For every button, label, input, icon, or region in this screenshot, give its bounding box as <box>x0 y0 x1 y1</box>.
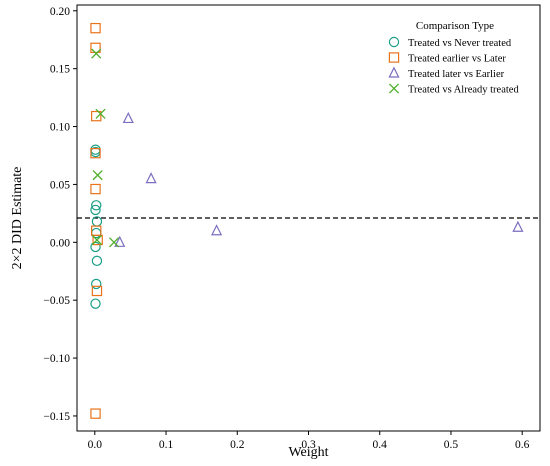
data-point-x <box>91 234 103 246</box>
series-triangle <box>114 111 524 247</box>
legend-item: Treated earlier vs Later <box>388 52 506 65</box>
x-tick-label: 0.2 <box>230 439 245 451</box>
legend-marker-x <box>388 83 400 94</box>
y-tick-label: −0.10 <box>43 353 70 365</box>
data-point-x <box>91 48 102 59</box>
data-point-triangle <box>211 224 223 236</box>
data-point-x <box>95 108 106 119</box>
y-tick-label: 0.20 <box>50 6 70 18</box>
legend-marker-triangle <box>388 66 400 78</box>
y-tick-label: 0.00 <box>50 237 70 249</box>
y-axis: 0.20 0.15 0.10 0.05 0.00 −0.05 −0.10 −0.15 <box>43 6 77 423</box>
data-point-square <box>91 110 102 122</box>
legend-item: Treated later vs Earlier <box>388 66 505 80</box>
data-point-triangle <box>512 220 524 232</box>
x-axis: 0.0 0.1 0.2 0.3 0.4 0.5 0.6 <box>88 431 530 451</box>
data-point-x <box>92 170 103 181</box>
x-tick-label: 0.1 <box>159 439 174 451</box>
data-point-square <box>91 225 102 236</box>
data-point-triangle <box>114 235 126 247</box>
y-axis-label: 2×2 DID Estimate <box>10 167 25 270</box>
data-point-square <box>90 408 101 419</box>
y-tick-label: −0.05 <box>43 295 70 307</box>
data-point-circle <box>91 200 102 211</box>
x-tick-label: 0.4 <box>373 439 388 451</box>
data-point-square <box>90 183 101 195</box>
legend-label: Treated later vs Earlier <box>408 69 505 80</box>
data-point-triangle <box>122 111 134 124</box>
data-point-triangle <box>145 172 157 184</box>
data-point-square <box>91 285 103 297</box>
legend: Comparison Type Treated vs Never treated… <box>388 20 519 96</box>
data-point-circle <box>91 255 103 267</box>
legend-marker-circle <box>388 36 400 48</box>
x-tick-label: 0.3 <box>301 439 316 451</box>
legend-title: Comparison Type <box>416 20 494 32</box>
data-point-square <box>90 147 101 159</box>
data-point-square <box>92 234 103 246</box>
legend-marker-square <box>388 52 400 63</box>
y-tick-label: −0.15 <box>43 411 70 423</box>
y-tick-label: 0.10 <box>50 122 70 134</box>
legend-item: Treated vs Never treated <box>388 36 512 49</box>
data-point-circle <box>90 298 101 309</box>
series-square <box>90 22 103 419</box>
x-tick-label: 0.5 <box>444 439 459 451</box>
legend-label: Treated vs Already treated <box>408 85 519 96</box>
legend-item: Treated vs Already treated <box>388 83 519 96</box>
x-tick-label: 0.0 <box>88 439 103 451</box>
x-tick-label: 0.6 <box>515 439 530 451</box>
legend-label: Treated earlier vs Later <box>408 54 506 65</box>
data-point-circle <box>90 241 101 253</box>
data-point-circle <box>90 144 101 155</box>
data-point-circle <box>91 278 102 290</box>
y-tick-label: 0.05 <box>50 179 70 191</box>
y-tick-label: 0.15 <box>50 64 70 76</box>
data-points <box>90 22 524 419</box>
data-point-circle <box>90 204 101 216</box>
series-x <box>91 48 120 248</box>
data-point-x <box>108 237 120 248</box>
data-point-square <box>90 22 101 34</box>
legend-label: Treated vs Never treated <box>408 38 512 49</box>
x-axis-label: Weight <box>288 445 328 460</box>
